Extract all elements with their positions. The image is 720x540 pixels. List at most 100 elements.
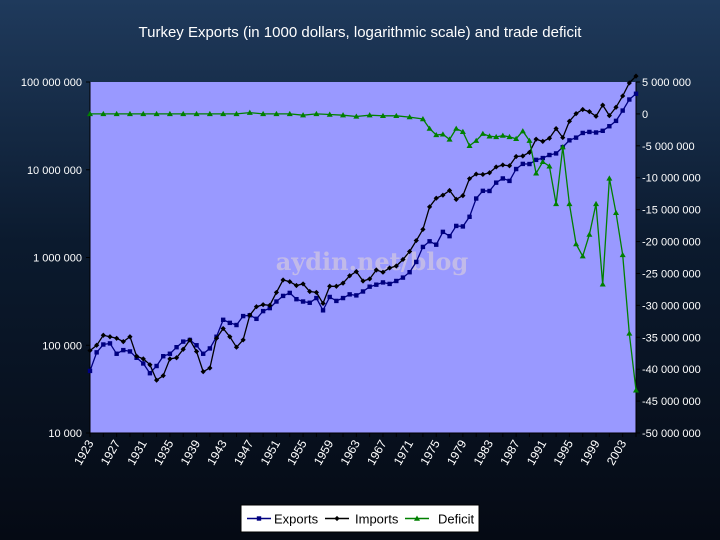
deficit-point bbox=[353, 113, 360, 119]
imports-point bbox=[446, 187, 453, 194]
imports-point bbox=[500, 162, 506, 168]
exports-point bbox=[254, 316, 259, 322]
deficit-line bbox=[90, 111, 637, 391]
deficit-point bbox=[406, 114, 413, 120]
x-axis-tick-label: 1963 bbox=[337, 437, 363, 467]
deficit-point bbox=[633, 387, 639, 393]
exports-point bbox=[267, 305, 272, 311]
legend-item-imports: Imports bbox=[325, 512, 399, 527]
deficit-point bbox=[553, 200, 560, 207]
exports-point bbox=[387, 281, 392, 287]
imports-point bbox=[320, 300, 326, 306]
exports-point bbox=[394, 278, 399, 284]
left-axis-tick-label: 10 000 bbox=[48, 428, 82, 440]
legend-marker-deficit bbox=[414, 515, 420, 521]
deficit-point bbox=[193, 110, 200, 117]
imports-point bbox=[473, 171, 479, 177]
imports-point bbox=[260, 302, 266, 308]
x-axis-tick-label: 1983 bbox=[471, 437, 497, 467]
deficit-point bbox=[493, 133, 500, 140]
left-axis-tick-label: 1 000 000 bbox=[33, 253, 82, 265]
imports-point bbox=[393, 263, 399, 269]
exports-point bbox=[513, 166, 519, 172]
exports-point bbox=[620, 108, 625, 113]
legend-item-deficit: Deficit bbox=[405, 512, 475, 527]
exports-point bbox=[354, 293, 359, 298]
imports-point bbox=[407, 248, 413, 255]
deficit-point bbox=[419, 116, 426, 122]
x-axis-tick-label: 1999 bbox=[577, 437, 603, 467]
imports-point bbox=[173, 355, 180, 361]
exports-point bbox=[194, 343, 199, 348]
imports-point bbox=[167, 356, 173, 362]
exports-point bbox=[320, 308, 326, 313]
deficit-point bbox=[393, 112, 400, 119]
right-axis-tick-label: -15 000 000 bbox=[642, 205, 701, 217]
exports-point bbox=[294, 296, 299, 302]
deficit-point bbox=[273, 110, 280, 117]
exports-point bbox=[141, 361, 146, 366]
imports-point bbox=[367, 276, 373, 282]
deficit-point bbox=[626, 330, 633, 336]
exports-point bbox=[573, 135, 579, 140]
exports-point bbox=[161, 354, 166, 359]
exports-point bbox=[240, 313, 246, 319]
exports-point bbox=[540, 155, 545, 161]
imports-point bbox=[466, 176, 473, 182]
right-axis-tick-label: 5 000 000 bbox=[642, 77, 691, 89]
legend-label-deficit: Deficit bbox=[438, 512, 475, 527]
imports-point bbox=[600, 102, 606, 108]
deficit-point bbox=[453, 125, 460, 131]
deficit-point bbox=[366, 112, 373, 118]
imports-point bbox=[127, 334, 133, 340]
exports-point bbox=[527, 161, 532, 167]
exports-point bbox=[314, 295, 319, 301]
exports-point bbox=[627, 97, 632, 102]
plot-area: aydin.net/blog 10 000 100 000 1 000 000 10 0… bbox=[21, 73, 701, 468]
deficit-point bbox=[246, 109, 253, 115]
imports-point bbox=[353, 269, 359, 275]
imports-point bbox=[134, 353, 140, 359]
deficit-series bbox=[87, 109, 639, 393]
deficit-point bbox=[87, 110, 93, 117]
exports-point bbox=[200, 351, 206, 356]
imports-point bbox=[433, 195, 439, 201]
exports-point bbox=[473, 196, 479, 201]
imports-point bbox=[420, 226, 426, 233]
imports-point bbox=[546, 135, 553, 141]
exports-point bbox=[94, 350, 99, 355]
x-axis-tick-label: 1959 bbox=[311, 437, 337, 467]
deficit-point bbox=[153, 110, 160, 117]
imports-point bbox=[120, 339, 126, 345]
legend-marker-imports bbox=[334, 515, 340, 522]
imports-point bbox=[580, 106, 586, 113]
exports-point bbox=[127, 349, 133, 354]
exports-point bbox=[414, 259, 419, 265]
exports-point bbox=[607, 124, 612, 129]
imports-point bbox=[440, 192, 446, 198]
x-axis-tick-label: 1967 bbox=[364, 437, 390, 467]
deficit-point bbox=[233, 110, 240, 117]
exports-point bbox=[174, 345, 179, 350]
exports-point bbox=[227, 320, 233, 326]
imports-point bbox=[506, 163, 513, 169]
deficit-point bbox=[479, 130, 486, 136]
imports-point bbox=[426, 204, 433, 210]
imports-point bbox=[606, 113, 612, 119]
imports-point bbox=[193, 348, 200, 355]
deficit-point bbox=[546, 163, 553, 169]
x-axis-tick-label: 1927 bbox=[98, 437, 124, 467]
imports-point bbox=[633, 73, 639, 79]
imports-point bbox=[533, 136, 539, 142]
imports-point bbox=[373, 267, 379, 273]
right-axis-tick-label: 0 bbox=[642, 109, 648, 121]
deficit-point bbox=[326, 111, 333, 117]
exports-point bbox=[587, 129, 592, 135]
imports-point bbox=[566, 118, 573, 124]
imports-point bbox=[160, 373, 166, 379]
imports-point bbox=[94, 342, 100, 348]
deficit-point bbox=[286, 110, 293, 117]
exports-point bbox=[347, 292, 352, 297]
imports-point bbox=[460, 193, 466, 199]
exports-point bbox=[520, 161, 526, 167]
